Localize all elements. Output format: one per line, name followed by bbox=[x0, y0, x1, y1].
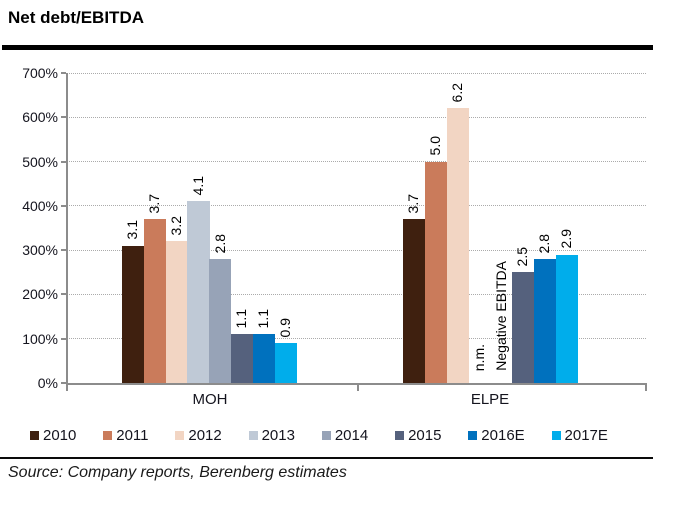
gridline-100 bbox=[67, 338, 646, 340]
bar-value-label-elpe-2015: 2.5 bbox=[514, 246, 531, 267]
bar-value-label-moh-2015: 1.1 bbox=[233, 308, 250, 329]
bar-elpe-2017E bbox=[555, 254, 578, 383]
legend-label-2013: 2013 bbox=[261, 427, 295, 444]
bar-elpe-2010 bbox=[403, 219, 426, 383]
source-note: Source: Company reports, Berenberg estim… bbox=[8, 464, 347, 481]
y-axis-label-0: 0% bbox=[37, 375, 58, 391]
legend-swatch-2017E bbox=[551, 431, 561, 440]
footer-rule bbox=[0, 457, 653, 459]
x-axis-tick-0 bbox=[66, 385, 68, 391]
y-axis-label-200: 200% bbox=[22, 286, 58, 303]
legend-item-2015: 2015 bbox=[395, 427, 441, 444]
legend-label-2017E: 2017E bbox=[564, 427, 608, 444]
legend-swatch-2015 bbox=[395, 431, 405, 440]
bar-value-label-elpe-2011: 5.0 bbox=[427, 136, 444, 156]
y-axis-label-400: 400% bbox=[22, 197, 58, 214]
chart-legend: 2010 2011 2012 2013 2014 2015 2016E 2017E bbox=[30, 427, 608, 444]
bar-moh-2013 bbox=[187, 201, 210, 383]
gridline-200 bbox=[67, 293, 646, 295]
chart-title: Net debt/EBITDA bbox=[8, 8, 144, 27]
gridline-400 bbox=[67, 205, 646, 207]
y-axis-tick-500 bbox=[61, 160, 66, 163]
bar-elpe-2012 bbox=[446, 108, 469, 383]
x-axis-tick-1 bbox=[356, 385, 359, 391]
category-label-moh: MOH bbox=[192, 391, 228, 408]
title-rule bbox=[2, 45, 653, 50]
legend-swatch-2014 bbox=[321, 431, 331, 440]
y-axis-tick-300 bbox=[61, 249, 66, 252]
bar-moh-2012 bbox=[165, 241, 188, 383]
legend-label-2012: 2012 bbox=[188, 427, 222, 444]
bar-moh-2011 bbox=[143, 219, 166, 383]
y-axis-label-600: 600% bbox=[22, 109, 58, 126]
y-axis-label-500: 500% bbox=[22, 153, 58, 170]
y-axis-tick-400 bbox=[61, 204, 66, 207]
y-axis-label-100: 100% bbox=[22, 330, 58, 347]
bar-value-label-moh-2014: 2.8 bbox=[211, 233, 228, 253]
bar-value-label-moh-2011: 3.7 bbox=[146, 193, 163, 214]
legend-item-2013: 2013 bbox=[248, 427, 295, 444]
legend-item-2010: 2010 bbox=[30, 427, 76, 444]
y-axis-line bbox=[66, 73, 68, 385]
bar-value-label-elpe-2010: 3.7 bbox=[405, 193, 422, 214]
legend-item-2016E: 2016E bbox=[468, 427, 525, 444]
legend-swatch-2012 bbox=[175, 431, 185, 440]
gridline-300 bbox=[67, 249, 646, 251]
bar-value-label-elpe-2013: n.m. bbox=[470, 343, 487, 371]
legend-label-2016E: 2016E bbox=[481, 427, 525, 444]
bar-moh-2017E bbox=[274, 343, 297, 383]
legend-swatch-2013 bbox=[248, 431, 258, 440]
legend-swatch-2011 bbox=[103, 431, 113, 440]
y-axis-tick-0 bbox=[61, 382, 66, 384]
legend-swatch-2016E bbox=[468, 431, 478, 440]
legend-label-2011: 2011 bbox=[116, 427, 149, 444]
y-axis-tick-600 bbox=[61, 116, 66, 119]
y-axis-tick-200 bbox=[61, 293, 66, 296]
category-label-elpe: ELPE bbox=[470, 391, 510, 408]
bar-value-label-elpe-2014: Negative EBITDA bbox=[492, 261, 509, 371]
y-axis-label-300: 300% bbox=[22, 242, 58, 259]
y-axis-tick-100 bbox=[61, 337, 66, 340]
legend-label-2010: 2010 bbox=[43, 427, 77, 444]
bar-moh-2010 bbox=[122, 245, 145, 383]
legend-item-2011: 2011 bbox=[103, 427, 149, 444]
bar-value-label-moh-2013: 4.1 bbox=[189, 175, 206, 196]
bar-value-label-elpe-2016E: 2.8 bbox=[536, 233, 553, 253]
bar-elpe-2015 bbox=[512, 272, 535, 383]
legend-swatch-2010 bbox=[30, 431, 39, 440]
bar-moh-2016E bbox=[252, 334, 275, 383]
bar-elpe-2016E bbox=[533, 259, 556, 383]
bar-moh-2015 bbox=[231, 334, 254, 383]
bar-value-label-moh-2017E: 0.9 bbox=[277, 317, 293, 338]
bar-moh-2014 bbox=[209, 259, 232, 383]
bar-value-label-moh-2016E: 1.1 bbox=[255, 308, 272, 329]
gridline-600 bbox=[67, 116, 646, 118]
legend-label-2015: 2015 bbox=[408, 427, 442, 444]
bar-value-label-moh-2010: 3.1 bbox=[124, 220, 141, 240]
bar-value-label-elpe-2017E: 2.9 bbox=[558, 229, 574, 249]
gridline-500 bbox=[67, 161, 646, 163]
bar-value-label-moh-2012: 3.2 bbox=[168, 215, 184, 236]
gridline-700 bbox=[67, 72, 646, 74]
bar-value-label-elpe-2012: 6.2 bbox=[449, 82, 465, 103]
y-axis-label-700: 700% bbox=[22, 65, 58, 81]
legend-item-2012: 2012 bbox=[175, 427, 222, 444]
legend-item-2014: 2014 bbox=[321, 427, 369, 444]
y-axis-tick-700 bbox=[61, 72, 66, 74]
legend-item-2017E: 2017E bbox=[551, 427, 608, 444]
x-axis-line bbox=[66, 383, 647, 385]
legend-label-2014: 2014 bbox=[334, 427, 369, 444]
x-axis-tick-2 bbox=[645, 385, 647, 391]
bar-elpe-2011 bbox=[424, 161, 447, 383]
